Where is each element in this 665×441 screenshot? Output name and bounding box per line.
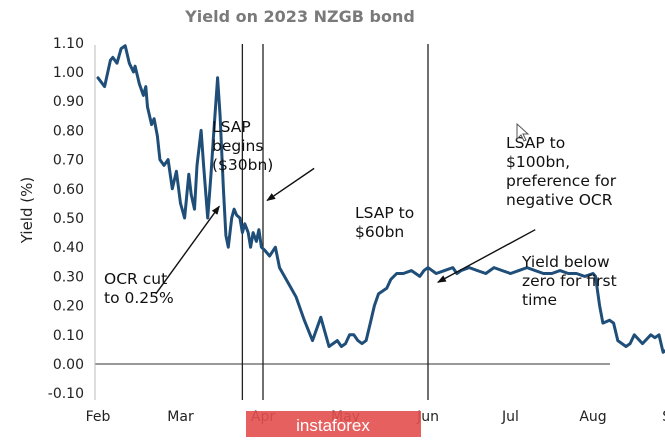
annotation-arrow: [437, 229, 536, 283]
y-axis-label: Yield (%): [18, 177, 36, 244]
y-tick-label: -0.10: [48, 386, 84, 402]
y-tick-label: 0.70: [53, 153, 84, 169]
annotation-line: LSAP to: [506, 134, 565, 152]
annotation-line: time: [522, 291, 557, 309]
x-tick-label: Mar: [167, 409, 194, 425]
x-tick-label: Jun: [416, 409, 439, 425]
x-tick-label: Aug: [579, 409, 606, 425]
y-tick-label: 0.60: [53, 182, 84, 198]
annotation-line: Yield below: [521, 253, 610, 271]
annotation-line: begins: [212, 137, 263, 155]
x-tick-label: Jul: [501, 409, 519, 425]
watermark: instaforex: [246, 411, 421, 437]
annotation-line: negative OCR: [506, 191, 613, 209]
annotation-line: zero for first: [522, 272, 617, 290]
chart-title: Yield on 2023 NZGB bond: [184, 7, 415, 26]
annotation-arrow: [266, 167, 315, 202]
y-tick-label: 0.40: [53, 240, 84, 256]
annotation-line: $60bn: [355, 223, 404, 241]
y-tick-label: 1.10: [53, 36, 84, 52]
y-tick-label: 0.00: [53, 357, 84, 373]
annotation-line: ($30bn): [212, 156, 273, 174]
cursor-icon: [516, 122, 530, 142]
y-tick-label: 1.00: [53, 65, 84, 81]
y-tick-label: 0.90: [53, 94, 84, 110]
y-tick-label: 0.20: [53, 299, 84, 315]
annotation-line: OCR cut: [104, 270, 167, 288]
annotation-line: preference for: [506, 172, 617, 190]
event-lines: [241, 44, 429, 400]
annotation-line: LSAP to: [355, 204, 414, 222]
watermark-text: instaforex: [296, 416, 370, 435]
annotation-line: to 0.25%: [104, 289, 174, 307]
y-tick-label: 0.10: [53, 328, 84, 344]
y-tick-label: 0.80: [53, 123, 84, 139]
annotation-arrow: [155, 205, 220, 295]
lsap-60bn-label: LSAP to$60bn: [355, 204, 536, 283]
annotation-line: $100bn,: [506, 153, 570, 171]
y-tick-labels: -0.10 0.00 0.10 0.20 0.30 0.40 0.50 0.60 0.70 0.8…: [48, 36, 84, 402]
x-tick-label: Sep: [662, 409, 665, 425]
x-tick-label: Feb: [86, 409, 111, 425]
y-tick-label: 0.50: [53, 211, 84, 227]
y-tick-label: 0.30: [53, 269, 84, 285]
annotation-line: LSAP: [212, 118, 251, 136]
yield-series-line: [96, 44, 665, 354]
watermark-banner: [246, 411, 421, 437]
